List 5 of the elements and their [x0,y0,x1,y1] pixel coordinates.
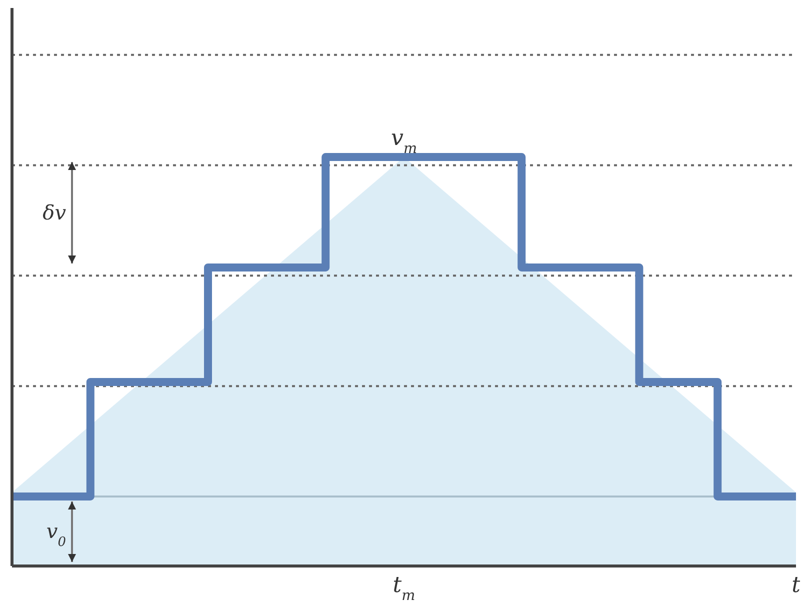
x-tick-label: t [792,573,801,598]
x-tick-label: t$_{m}$ [392,573,416,604]
annotation: δv [42,200,67,224]
annotation: v$_{m}$ [391,126,417,158]
annotation: v$_{0}$ [46,519,66,550]
